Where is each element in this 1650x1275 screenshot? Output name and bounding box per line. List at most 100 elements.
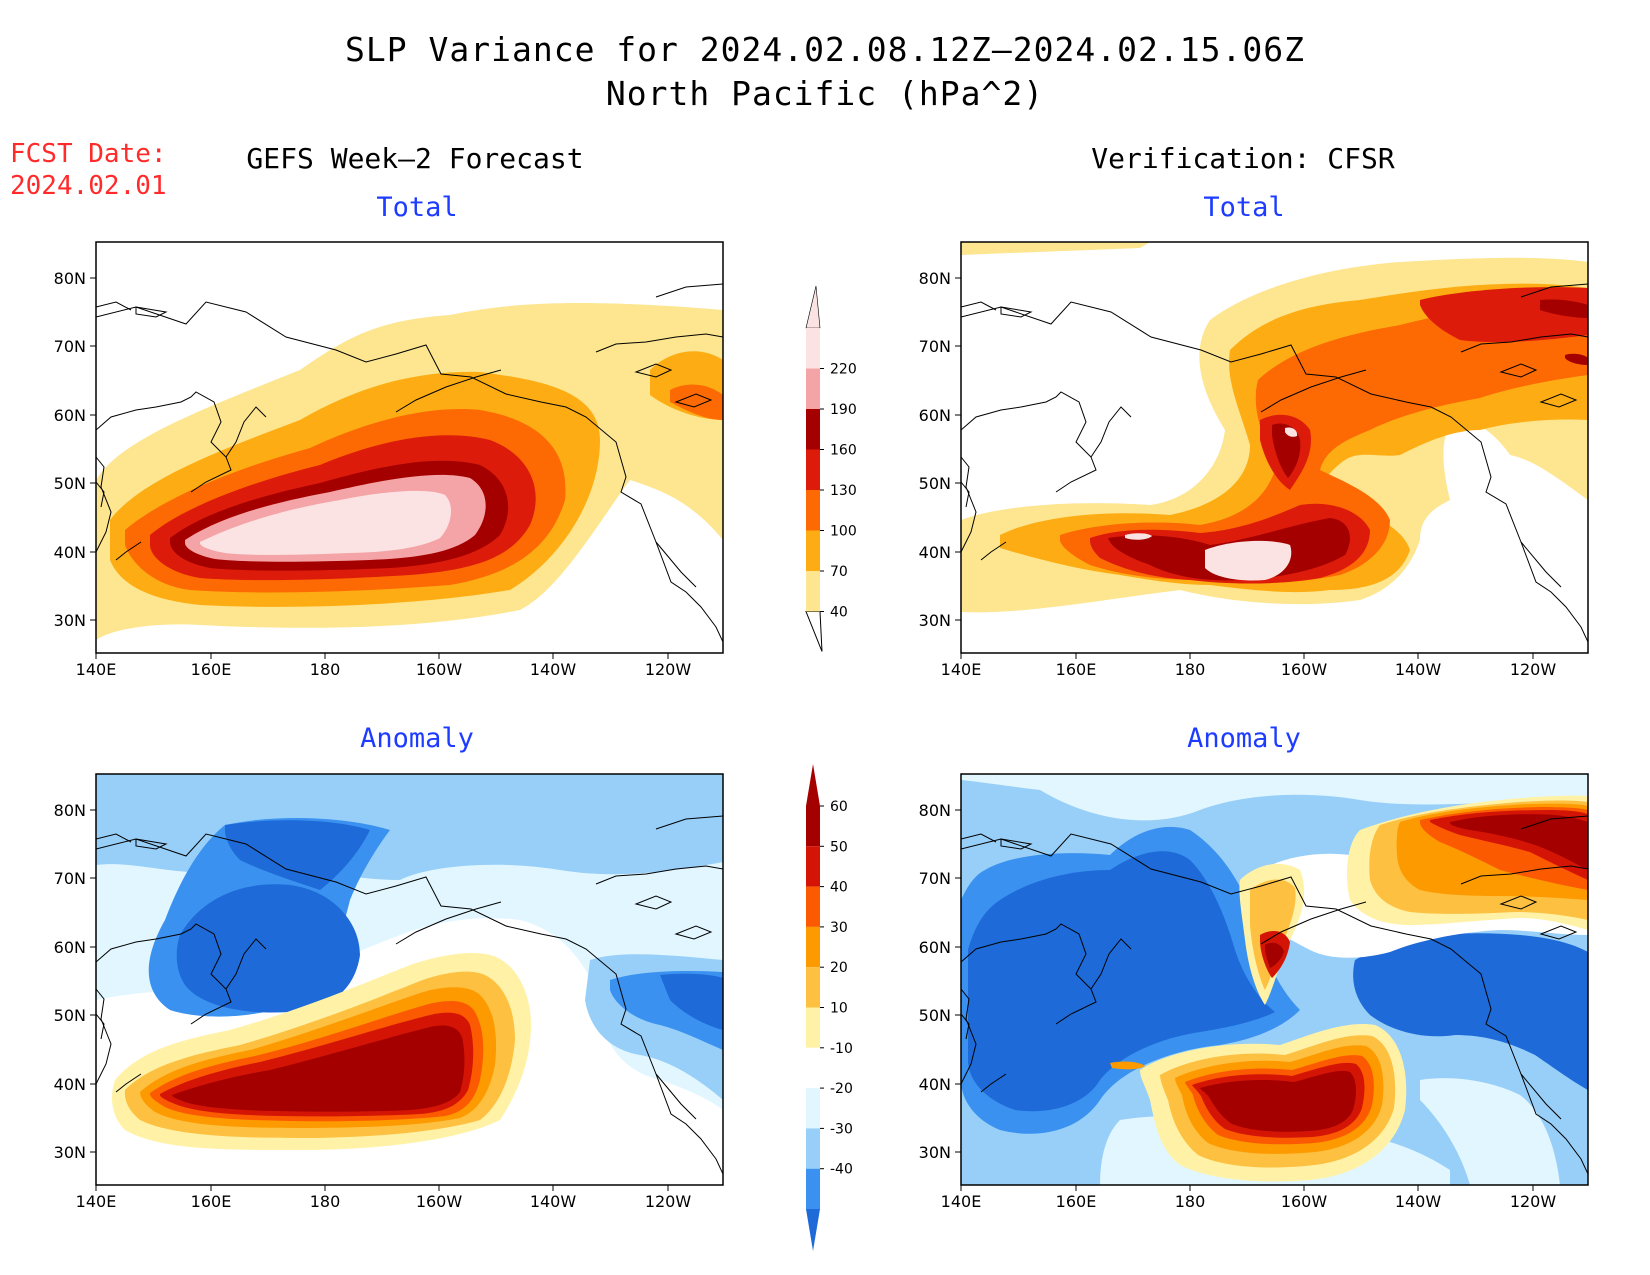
- lat-label-bl: 80N: [54, 801, 86, 820]
- colorbar-anomaly-label: 40: [830, 880, 848, 896]
- colorbar-total-cell: [806, 571, 820, 612]
- colorbar-total-label: 160: [830, 443, 857, 459]
- lat-label-br: 60N: [919, 938, 951, 957]
- lat-label-tl: 50N: [54, 474, 86, 493]
- colorbar-total-cell: [806, 328, 820, 369]
- colorbar-anomaly-cell: [806, 1168, 820, 1209]
- colorbar-anomaly-cell: [806, 1007, 820, 1048]
- colorbar-total-cell: [806, 409, 820, 450]
- sub-title: North Pacific (hPa^2): [605, 74, 1045, 113]
- lon-label-tl: 140E: [76, 660, 117, 679]
- colorbar-total-label: 220: [830, 362, 857, 378]
- lon-label-tr: 120W: [1510, 660, 1557, 679]
- map-cfsr-total: [961, 242, 1588, 653]
- lat-label-tr: 70N: [919, 337, 951, 356]
- colorbar-anomaly-cell: [806, 1128, 820, 1169]
- lat-label-tl: 40N: [54, 543, 86, 562]
- colorbar-total-label: 100: [830, 524, 857, 540]
- lon-label-tr: 160W: [1281, 660, 1328, 679]
- fcst-date: 2024.02.01: [10, 171, 167, 201]
- lon-label-bl: 180: [310, 1192, 341, 1211]
- lat-label-bl: 30N: [54, 1143, 86, 1162]
- lat-label-bl: 40N: [54, 1075, 86, 1094]
- colorbar-anomaly-label: 50: [830, 839, 848, 855]
- colorbar-anomaly-high-arrow: [806, 764, 820, 806]
- lon-label-bl: 160W: [416, 1192, 463, 1211]
- colorbar-total-label: 130: [830, 483, 857, 499]
- colorbar-total-cell: [806, 368, 820, 409]
- lat-label-tr: 50N: [919, 474, 951, 493]
- lon-label-bl: 160E: [191, 1192, 232, 1211]
- colorbar-anomaly-label: -40: [830, 1162, 853, 1178]
- map-gefs-total: [96, 242, 723, 653]
- colorbar-total-label: 70: [830, 564, 848, 580]
- panel-title-bottom-left: Anomaly: [360, 723, 474, 754]
- colorbar-anomaly-label: -20: [830, 1081, 853, 1097]
- lon-label-tl: 180: [310, 660, 341, 679]
- colorbar-anomaly-cell: [806, 806, 820, 847]
- panel-title-top-right: Total: [1203, 192, 1285, 223]
- lat-label-br: 80N: [919, 801, 951, 820]
- map-gefs-anomaly: [96, 774, 723, 1185]
- lat-label-br: 30N: [919, 1143, 951, 1162]
- lat-label-bl: 50N: [54, 1006, 86, 1025]
- lon-label-br: 160E: [1056, 1192, 1097, 1211]
- colorbar-anomaly: 60 50 40 30 20 10 -10 -20 -30 -40: [806, 764, 853, 1251]
- colorbar-total-label: 190: [830, 402, 857, 418]
- column-title-left: GEFS Week–2 Forecast: [246, 142, 584, 175]
- lat-label-br: 70N: [919, 869, 951, 888]
- lat-label-tl: 70N: [54, 337, 86, 356]
- lat-label-tl: 60N: [54, 406, 86, 425]
- colorbar-total-cell: [806, 490, 820, 531]
- lat-label-bl: 60N: [54, 938, 86, 957]
- panel-title-bottom-right: Anomaly: [1187, 723, 1301, 754]
- lon-label-br: 140W: [1395, 1192, 1442, 1211]
- colorbar-anomaly-cell: [806, 886, 820, 927]
- lon-label-bl: 140W: [530, 1192, 577, 1211]
- main-title: SLP Variance for 2024.02.08.12Z–2024.02.…: [345, 30, 1305, 69]
- lat-label-tl: 30N: [54, 611, 86, 630]
- colorbar-anomaly-label: -30: [830, 1121, 853, 1137]
- colorbar-anomaly-cell: [806, 1088, 820, 1129]
- colorbar-total-cell: [806, 449, 820, 490]
- colorbar-anomaly-cell: [806, 846, 820, 887]
- lat-label-tr: 60N: [919, 406, 951, 425]
- lon-label-br: 160W: [1281, 1192, 1328, 1211]
- lon-label-tr: 160E: [1056, 660, 1097, 679]
- map-cfsr-anomaly: [961, 774, 1588, 1185]
- colorbar-anomaly-label: 30: [830, 920, 848, 936]
- lon-label-tl: 160E: [191, 660, 232, 679]
- colorbar-anomaly-cell: [806, 926, 820, 968]
- lon-label-br: 140E: [941, 1192, 982, 1211]
- colorbar-anomaly-label: -10: [830, 1041, 853, 1057]
- fcst-label: FCST Date:: [10, 139, 167, 169]
- colorbar-total-low-arrow: [805, 611, 823, 652]
- lon-label-bl: 140E: [76, 1192, 117, 1211]
- lat-label-tr: 80N: [919, 269, 951, 288]
- lat-label-tr: 30N: [919, 611, 951, 630]
- colorbar-anomaly-low-arrow: [806, 1209, 820, 1251]
- lon-label-tl: 140W: [530, 660, 577, 679]
- lat-label-tr: 40N: [919, 543, 951, 562]
- lat-label-bl: 70N: [54, 869, 86, 888]
- lat-label-br: 40N: [919, 1075, 951, 1094]
- colorbar-anomaly-label: 10: [830, 1001, 848, 1017]
- colorbar-anomaly-label: 20: [830, 960, 848, 976]
- colorbar-anomaly-cell: [806, 1047, 820, 1089]
- colorbar-total-label: 40: [830, 605, 848, 621]
- lat-label-br: 50N: [919, 1006, 951, 1025]
- lat-label-tl: 80N: [54, 269, 86, 288]
- lon-label-tr: 140W: [1395, 660, 1442, 679]
- colorbar-total-high-arrow: [805, 285, 821, 329]
- colorbar-anomaly-cell: [806, 967, 820, 1008]
- column-title-right: Verification: CFSR: [1091, 142, 1395, 175]
- lon-label-bl: 120W: [645, 1192, 692, 1211]
- colorbar-total: 40 70 100 130 160 190 220: [805, 285, 857, 652]
- lon-label-tl: 160W: [416, 660, 463, 679]
- lon-label-tl: 120W: [645, 660, 692, 679]
- colorbar-anomaly-label: 60: [830, 799, 848, 815]
- lon-label-tr: 180: [1175, 660, 1206, 679]
- lon-label-tr: 140E: [941, 660, 982, 679]
- lon-label-br: 180: [1175, 1192, 1206, 1211]
